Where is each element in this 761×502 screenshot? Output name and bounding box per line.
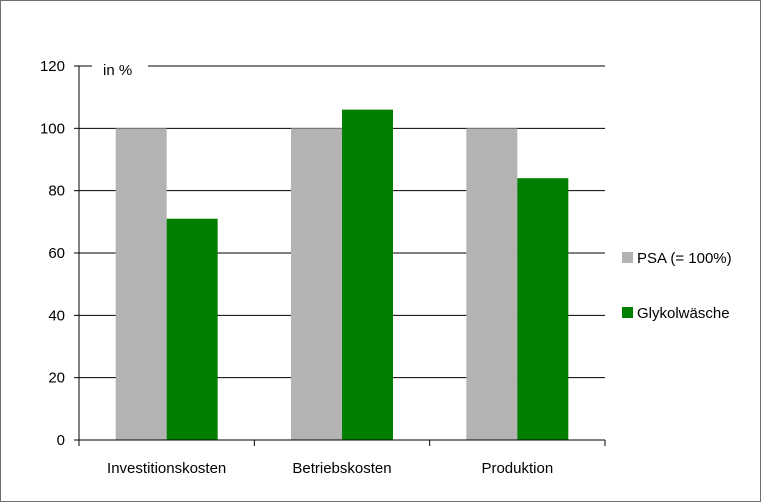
bar [517, 178, 569, 440]
bar [342, 109, 393, 440]
x-tick-label: Betriebskosten [292, 460, 391, 477]
bar [166, 218, 218, 440]
y-tick-label: 80 [48, 183, 65, 200]
legend-label: PSA (= 100%) [637, 250, 732, 267]
legend: PSA (= 100%) Glykolwäsche [622, 250, 732, 322]
y-tick-label: 60 [48, 245, 65, 262]
y-tick-label: 0 [57, 432, 65, 449]
legend-swatch [622, 307, 633, 318]
y-axis-label-bg [92, 60, 148, 80]
y-tick-label: 100 [40, 120, 65, 137]
legend-swatch [622, 252, 633, 263]
y-tick-label: 40 [48, 307, 65, 324]
bar [291, 128, 342, 441]
y-tick-label: 120 [40, 58, 65, 75]
axes: 0 20 40 60 80 100 120 Investitionskosten Betrieb… [40, 58, 606, 477]
x-tick-label: Produktion [481, 460, 553, 477]
y-axis-label: in % [103, 62, 132, 79]
legend-label: Glykolwäsche [637, 305, 730, 322]
bar [466, 128, 518, 441]
y-tick-label: 20 [48, 370, 65, 387]
x-tick-label: Investitionskosten [107, 460, 226, 477]
bars [115, 109, 569, 441]
bar [115, 128, 167, 441]
